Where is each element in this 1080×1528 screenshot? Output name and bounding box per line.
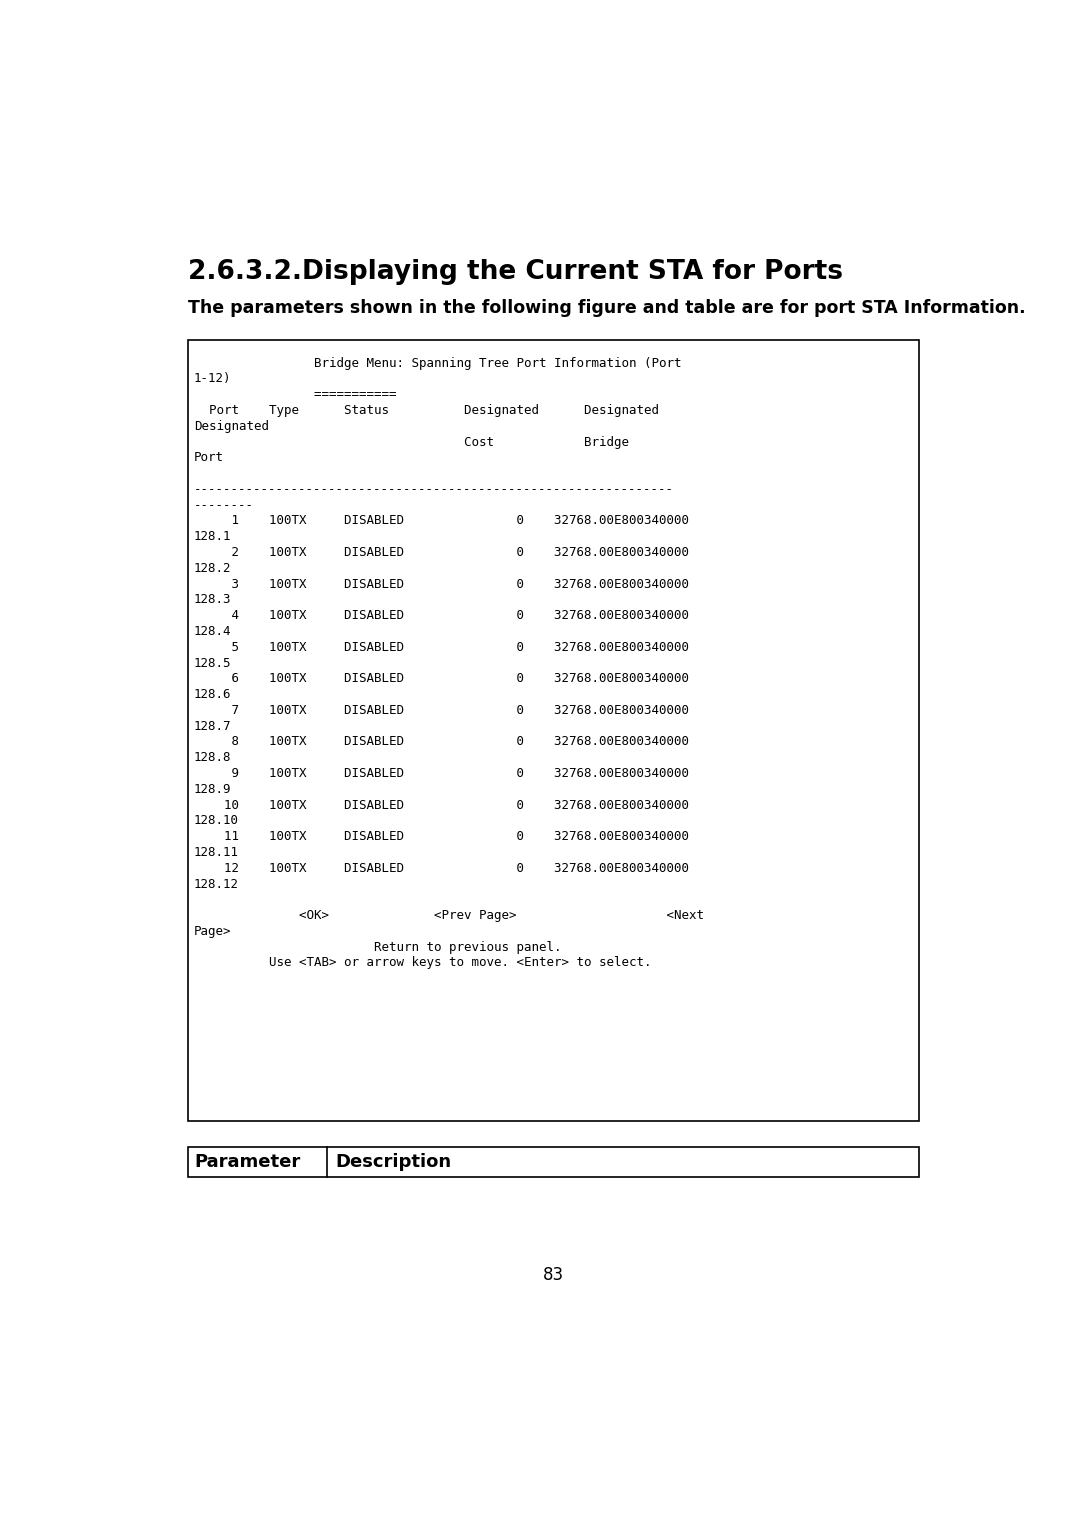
Text: 128.12: 128.12 — [194, 877, 239, 891]
Text: 8    100TX     DISABLED               0    32768.00E800340000: 8 100TX DISABLED 0 32768.00E800340000 — [194, 735, 689, 749]
Text: 1-12): 1-12) — [194, 373, 231, 385]
Text: Bridge Menu: Spanning Tree Port Information (Port: Bridge Menu: Spanning Tree Port Informat… — [194, 356, 681, 370]
Text: Port: Port — [194, 451, 224, 465]
Text: 128.2: 128.2 — [194, 562, 231, 575]
Text: 128.9: 128.9 — [194, 782, 231, 796]
Text: Use <TAB> or arrow keys to move. <Enter> to select.: Use <TAB> or arrow keys to move. <Enter>… — [194, 957, 651, 969]
Text: 4    100TX     DISABLED               0    32768.00E800340000: 4 100TX DISABLED 0 32768.00E800340000 — [194, 610, 689, 622]
Text: <OK>              <Prev Page>                    <Next: <OK> <Prev Page> <Next — [194, 909, 704, 921]
Text: 128.3: 128.3 — [194, 593, 231, 607]
Text: 7    100TX     DISABLED               0    32768.00E800340000: 7 100TX DISABLED 0 32768.00E800340000 — [194, 704, 689, 717]
Text: The parameters shown in the following figure and table are for port STA Informat: The parameters shown in the following fi… — [188, 299, 1025, 316]
Text: 10    100TX     DISABLED               0    32768.00E800340000: 10 100TX DISABLED 0 32768.00E800340000 — [194, 799, 689, 811]
Text: 128.11: 128.11 — [194, 847, 239, 859]
Text: 1    100TX     DISABLED               0    32768.00E800340000: 1 100TX DISABLED 0 32768.00E800340000 — [194, 515, 689, 527]
Text: Designated: Designated — [194, 420, 269, 432]
Text: 128.7: 128.7 — [194, 720, 231, 732]
Text: Description: Description — [335, 1154, 451, 1170]
Text: 12    100TX     DISABLED               0    32768.00E800340000: 12 100TX DISABLED 0 32768.00E800340000 — [194, 862, 689, 874]
Text: 3    100TX     DISABLED               0    32768.00E800340000: 3 100TX DISABLED 0 32768.00E800340000 — [194, 578, 689, 591]
Text: 2    100TX     DISABLED               0    32768.00E800340000: 2 100TX DISABLED 0 32768.00E800340000 — [194, 545, 689, 559]
Text: 128.4: 128.4 — [194, 625, 231, 639]
Text: 5    100TX     DISABLED               0    32768.00E800340000: 5 100TX DISABLED 0 32768.00E800340000 — [194, 640, 689, 654]
Text: 6    100TX     DISABLED               0    32768.00E800340000: 6 100TX DISABLED 0 32768.00E800340000 — [194, 672, 689, 686]
Text: Page>: Page> — [194, 924, 231, 938]
Bar — [188, 339, 919, 1122]
Text: Return to previous panel.: Return to previous panel. — [194, 941, 562, 953]
Text: Cost            Bridge: Cost Bridge — [194, 435, 629, 449]
Text: 9    100TX     DISABLED               0    32768.00E800340000: 9 100TX DISABLED 0 32768.00E800340000 — [194, 767, 689, 779]
Text: 11    100TX     DISABLED               0    32768.00E800340000: 11 100TX DISABLED 0 32768.00E800340000 — [194, 830, 689, 843]
Text: --------: -------- — [194, 498, 254, 512]
Text: 128.5: 128.5 — [194, 657, 231, 669]
Text: 2.6.3.2.Displaying the Current STA for Ports: 2.6.3.2.Displaying the Current STA for P… — [188, 258, 842, 284]
Text: 128.10: 128.10 — [194, 814, 239, 827]
Text: ===========: =========== — [194, 388, 396, 402]
Text: 128.6: 128.6 — [194, 688, 231, 701]
Text: 128.8: 128.8 — [194, 752, 231, 764]
Text: ----------------------------------------------------------------: ----------------------------------------… — [194, 483, 674, 497]
Text: Parameter: Parameter — [194, 1154, 300, 1170]
Bar — [188, 1146, 919, 1178]
Text: Port    Type      Status          Designated      Designated: Port Type Status Designated Designated — [194, 403, 659, 417]
Text: 128.1: 128.1 — [194, 530, 231, 544]
Text: 83: 83 — [543, 1267, 564, 1284]
